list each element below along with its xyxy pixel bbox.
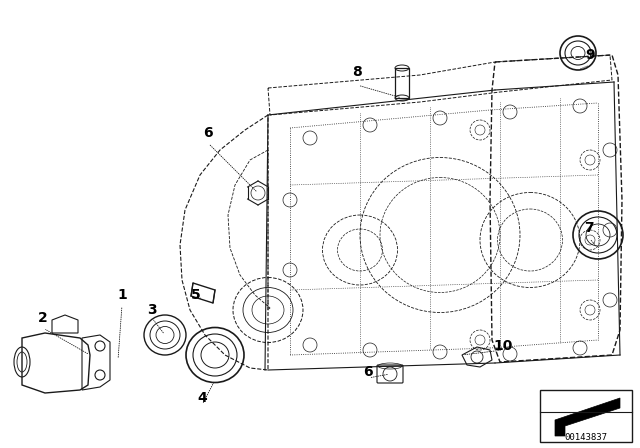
Text: 8: 8 <box>352 65 362 79</box>
Text: 6: 6 <box>203 126 213 140</box>
Polygon shape <box>555 398 620 436</box>
Bar <box>395 68 409 98</box>
Text: 10: 10 <box>493 339 513 353</box>
Text: 7: 7 <box>584 221 594 235</box>
Text: 5: 5 <box>191 288 201 302</box>
Text: 6: 6 <box>363 365 373 379</box>
Bar <box>540 390 632 442</box>
Text: 1: 1 <box>117 288 127 302</box>
Text: 4: 4 <box>197 391 207 405</box>
Text: 00143837: 00143837 <box>564 432 607 441</box>
Text: 9: 9 <box>585 48 595 62</box>
Text: 2: 2 <box>38 311 48 325</box>
Text: 3: 3 <box>147 303 157 317</box>
